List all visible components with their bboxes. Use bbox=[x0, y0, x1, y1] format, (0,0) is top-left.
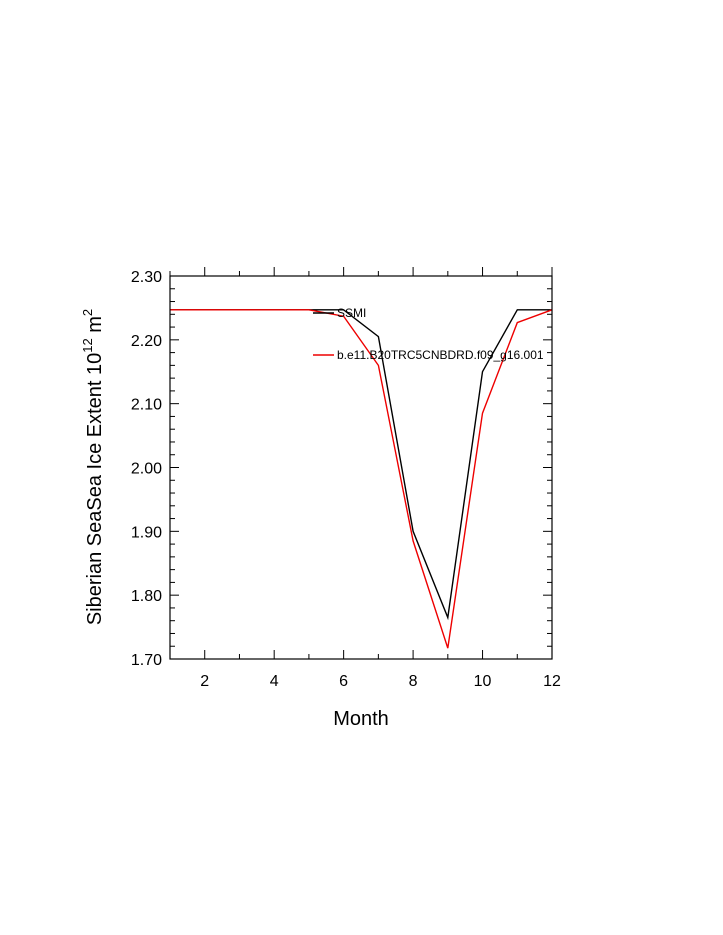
x-tick-label: 6 bbox=[339, 673, 348, 690]
y-axis-label-unit-exponent: 2 bbox=[80, 309, 95, 316]
y-tick-label: 1.80 bbox=[131, 588, 162, 605]
legend-layer: SSMI b.e11.B20TRC5CNBDRD.f09_g16.001 bbox=[313, 306, 544, 362]
series-line-2 bbox=[170, 309, 553, 649]
y-tick-label: 1.70 bbox=[131, 652, 162, 669]
y-axis-label-exponent: 12 bbox=[80, 338, 95, 352]
plot-frame bbox=[169, 275, 553, 660]
y-axis-label-text: Siberian SeaSea Ice Extent 10 bbox=[84, 353, 106, 625]
x-tick-label: 10 bbox=[474, 673, 492, 690]
legend-label-2: b.e11.B20TRC5CNBDRD.f09_g16.001 bbox=[337, 348, 544, 362]
x-tick-label: 2 bbox=[200, 673, 209, 690]
y-tick-label: 2.10 bbox=[131, 397, 162, 414]
y-tick-label: 2.30 bbox=[131, 269, 162, 286]
y-axis-label: Siberian SeaSea Ice Extent 1012 m2 bbox=[80, 309, 106, 625]
x-tick-label: 4 bbox=[270, 673, 279, 690]
ticks-layer bbox=[169, 267, 553, 660]
x-axis-label: Month bbox=[333, 708, 389, 730]
legend-label-1: SSMI bbox=[337, 306, 366, 320]
y-tick-label: 1.90 bbox=[131, 524, 162, 541]
y-axis-label-unit: m bbox=[84, 316, 106, 338]
series-layer bbox=[170, 309, 553, 649]
y-tick-label: 2.00 bbox=[131, 461, 162, 478]
x-tick-label: 8 bbox=[409, 673, 418, 690]
x-tick-label: 12 bbox=[543, 673, 561, 690]
labels-layer: 1.70 1.80 1.90 2.00 2.10 2.20 2.30 2 4 6 8 10 12 bbox=[131, 269, 561, 690]
y-tick-label: 2.20 bbox=[131, 333, 162, 350]
